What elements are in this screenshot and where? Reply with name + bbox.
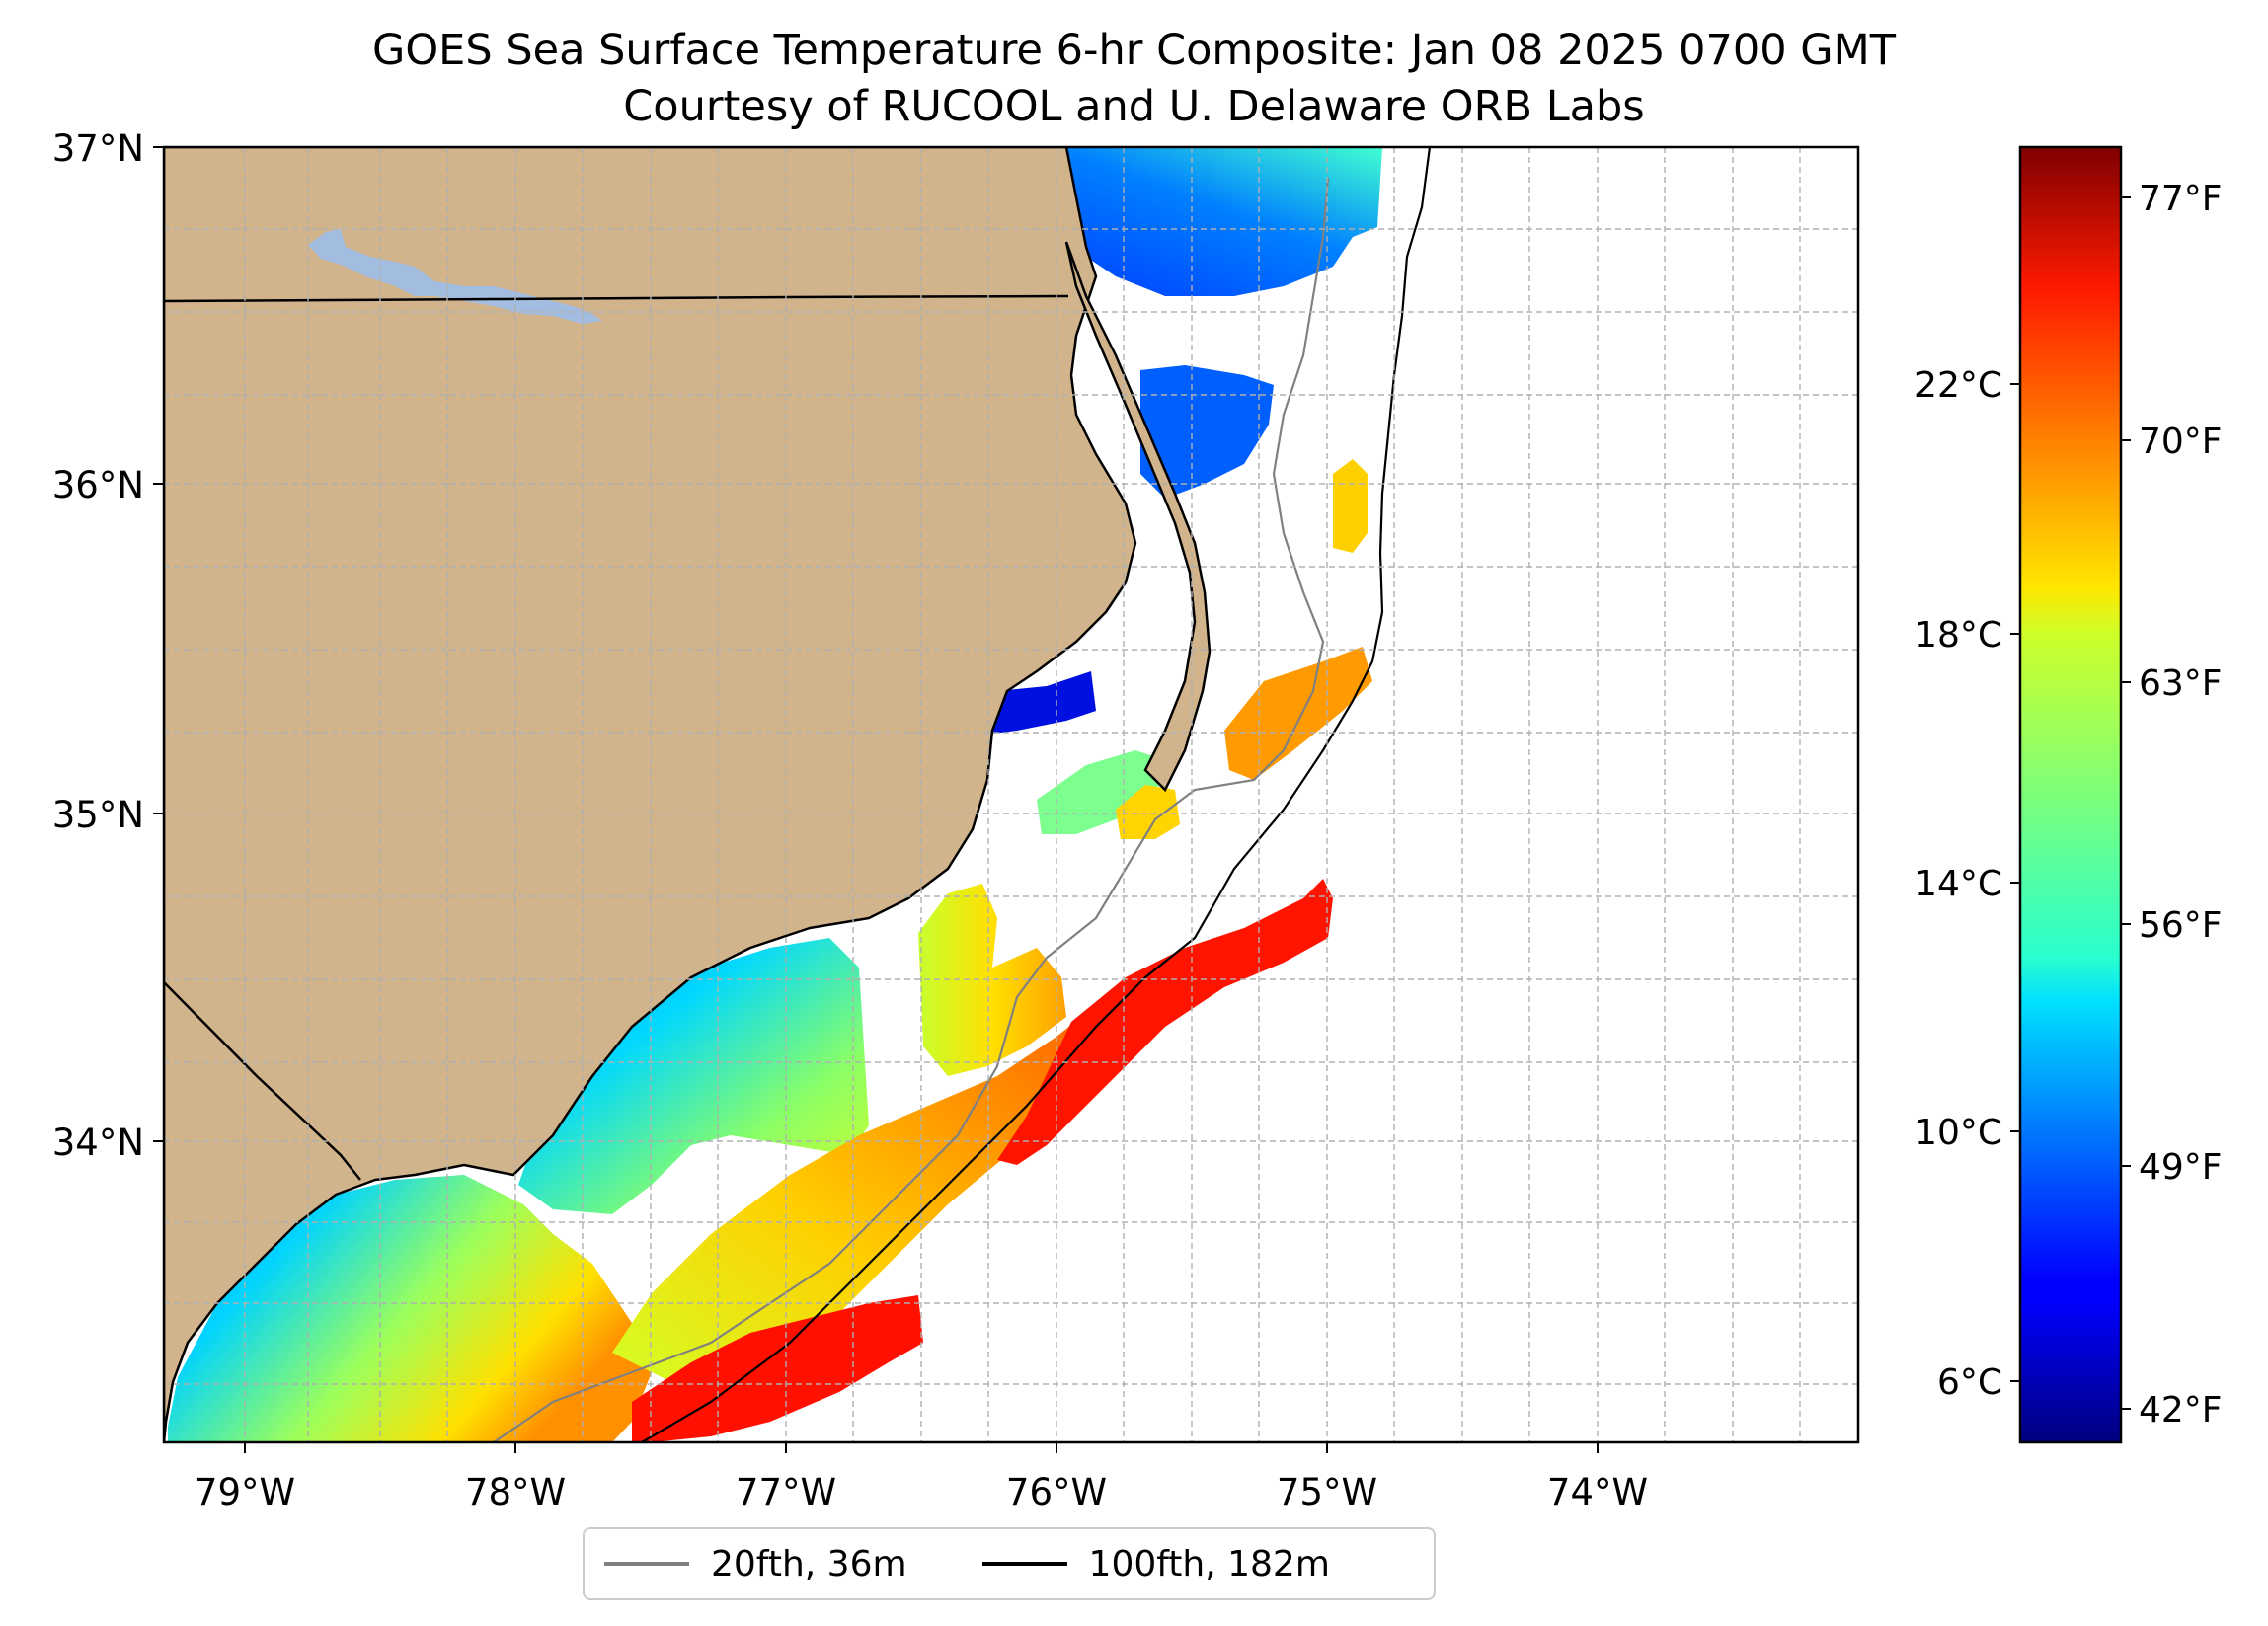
- lon-tick-label: 77°W: [736, 1471, 836, 1513]
- legend-item-100fth: 100fth, 182m: [963, 1544, 1330, 1585]
- lon-tick-label: 74°W: [1547, 1471, 1648, 1513]
- isobaths: [493, 147, 1432, 1442]
- lon-tick-label: 75°W: [1277, 1471, 1377, 1513]
- outer-banks: [1064, 241, 1212, 793]
- colorbar-celsius-tick: 10°C: [1915, 1113, 2002, 1153]
- sst-patch-hatteras-warm: [1224, 647, 1372, 780]
- sst-patch-mid-shelf-warm: [1116, 785, 1180, 839]
- legend-label: 100fth, 182m: [1088, 1543, 1330, 1585]
- colorbar-celsius-tick: 22°C: [1915, 365, 2002, 406]
- colorbar-fahrenheit-tick: 49°F: [2139, 1147, 2223, 1188]
- lat-tick-label: 36°N: [52, 464, 144, 506]
- sst-patch-south: [168, 1175, 652, 1442]
- colorbar-gradient: [2018, 145, 2123, 1444]
- land-mainland: [164, 147, 1137, 1442]
- colorbar-fahrenheit-tick: 70°F: [2139, 422, 2223, 462]
- axis-ticks: [153, 146, 1599, 1453]
- legend-label: 20fth, 36m: [711, 1543, 907, 1585]
- sst-patch-gulf-stream-south: [997, 879, 1333, 1165]
- colorbar-celsius-tick: 18°C: [1915, 615, 2002, 656]
- lat-tick-label: 34°N: [52, 1122, 144, 1164]
- sst-patch-mid-shelf: [1037, 750, 1165, 834]
- sst-patch-shelf-warm: [612, 997, 1116, 1382]
- sst-patch-raleigh-bay: [918, 884, 1066, 1076]
- legend-swatch-gray-line: [604, 1562, 689, 1566]
- colorbar-fahrenheit-tick: 63°F: [2139, 663, 2223, 704]
- colorbar: 6°C 10°C 14°C 18°C 22°C 42°F 49°F 56°F 6…: [1915, 145, 2223, 1444]
- colorbar-celsius-tick: 6°C: [1937, 1362, 2002, 1403]
- isobath-20fth: [493, 177, 1330, 1442]
- legend-item-20fth: 20fth, 36m: [585, 1544, 907, 1585]
- lat-tick-label: 37°N: [52, 127, 144, 170]
- lon-tick-label: 79°W: [195, 1471, 295, 1513]
- legend-swatch-black-line: [981, 1562, 1067, 1566]
- map-panel: [164, 147, 1858, 1442]
- map-subtitle: Courtesy of RUCOOL and U. Delaware ORB L…: [623, 82, 1645, 131]
- isobath-100fth: [641, 147, 1432, 1442]
- lat-tick-labels: 34°N 35°N 36°N 37°N: [52, 127, 144, 1164]
- colorbar-fahrenheit-tick: 56°F: [2139, 905, 2223, 946]
- state-borders: [164, 294, 1069, 1181]
- colorbar-fahrenheit-tick: 42°F: [2139, 1390, 2223, 1431]
- map-grid: [164, 147, 1858, 1442]
- lon-tick-label: 78°W: [465, 1471, 566, 1513]
- sst-patch-onslow: [518, 938, 869, 1214]
- sst-patch-offshore-yellow: [1333, 459, 1368, 553]
- sst-patch-north-2: [1140, 365, 1274, 499]
- isobath-legend: 20fth, 36m 100fth, 182m: [583, 1527, 1436, 1600]
- map-title: GOES Sea Surface Temperature 6-hr Compos…: [372, 26, 1896, 75]
- map-frame: [162, 145, 1860, 1444]
- colorbar-fahrenheit-tick: 77°F: [2139, 179, 2223, 219]
- lon-tick-label: 76°W: [1006, 1471, 1107, 1513]
- lat-tick-label: 35°N: [52, 794, 144, 836]
- lon-tick-labels: 79°W 78°W 77°W 76°W 75°W 74°W: [195, 1471, 1648, 1513]
- colorbar-celsius-tick: 14°C: [1915, 864, 2002, 904]
